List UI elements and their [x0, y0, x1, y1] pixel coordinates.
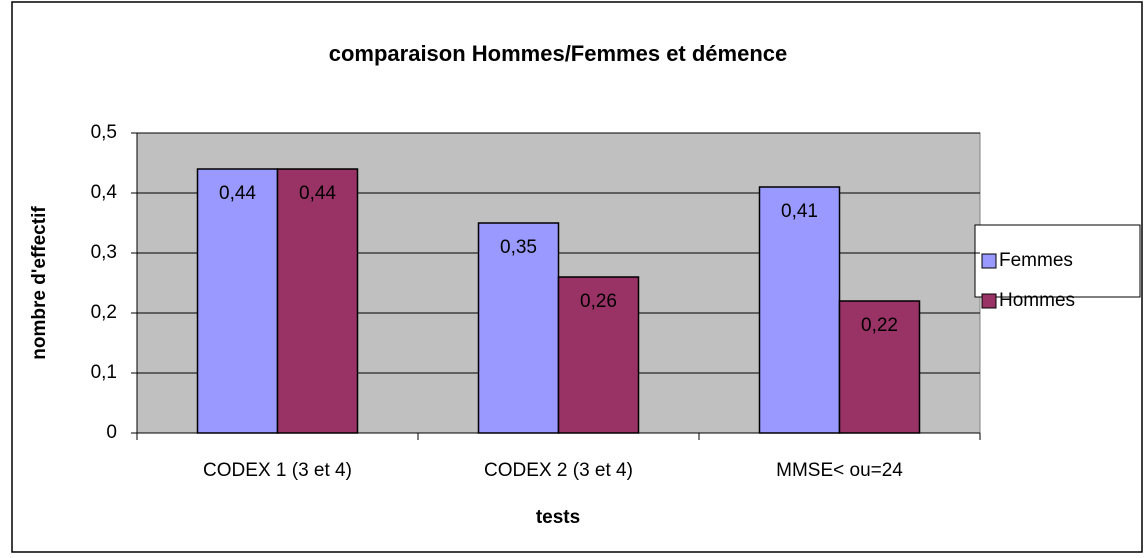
- legend-label: Hommes: [999, 290, 1075, 311]
- bar: [758, 186, 841, 434]
- y-tick-label: 0,2: [91, 302, 117, 323]
- value-label: 0,41: [781, 201, 818, 222]
- bar: [557, 276, 640, 434]
- y-tick-label: 0: [106, 422, 117, 443]
- x-tick-label: CODEX 1 (3 et 4): [203, 460, 352, 481]
- value-label: 0,44: [219, 183, 256, 204]
- legend-swatch: [981, 253, 997, 269]
- x-axis-label: tests: [536, 507, 580, 528]
- value-label: 0,35: [500, 237, 537, 258]
- value-label: 0,22: [861, 315, 898, 336]
- bar: [276, 168, 359, 434]
- bar: [838, 300, 921, 434]
- y-tick-label: 0,3: [91, 242, 117, 263]
- legend-box: [974, 224, 1141, 298]
- y-axis-label: nombre d'effectif: [29, 206, 50, 360]
- legend-swatch: [981, 293, 997, 309]
- value-label: 0,44: [299, 183, 336, 204]
- x-tick-label: CODEX 2 (3 et 4): [484, 460, 633, 481]
- value-label: 0,26: [580, 291, 617, 312]
- y-tick-label: 0,1: [91, 362, 117, 383]
- x-tick-label: MMSE< ou=24: [776, 460, 903, 481]
- chart-title: comparaison Hommes/Femmes et démence: [329, 41, 788, 66]
- y-tick-label: 0,5: [91, 122, 117, 143]
- bar: [196, 168, 279, 434]
- legend-label: Femmes: [999, 250, 1073, 271]
- y-tick-label: 0,4: [91, 182, 118, 203]
